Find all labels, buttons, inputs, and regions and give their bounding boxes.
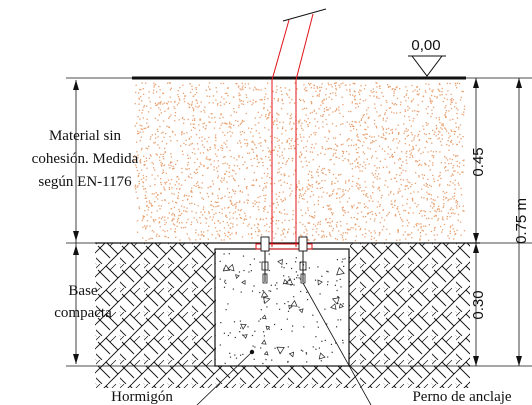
base-label-line2: compacta: [54, 305, 112, 321]
leader-hormigon-dot: [249, 349, 255, 355]
base-label-line1: Base: [68, 283, 98, 299]
material-label-line2: cohesión. Medida: [32, 151, 139, 167]
material-label-line3: según EN-1176: [38, 174, 132, 190]
left-dimension-line: [73, 80, 79, 364]
dimension-total: 0.75 m: [513, 198, 530, 244]
level-marker: [408, 55, 446, 77]
hormigon-label: Hormigón: [111, 389, 173, 405]
concrete-block-fill: [216, 250, 349, 366]
dimension-lower: 0.30: [470, 290, 487, 319]
leader-perno: [302, 282, 372, 405]
perno-label: Perno de anclaje: [412, 389, 511, 405]
playground-post: [255, 8, 327, 250]
level-marker-text: 0,00: [411, 37, 440, 54]
dimension-upper: 0.45: [470, 147, 487, 176]
right-dimension-lines: [473, 78, 522, 366]
material-label-line1: Material sin: [49, 128, 122, 144]
loose-fill-layer: [134, 82, 466, 242]
leader-hormigon: [196, 351, 253, 405]
concrete-speckle: [219, 253, 346, 365]
anchor-bolts: [260, 236, 308, 284]
